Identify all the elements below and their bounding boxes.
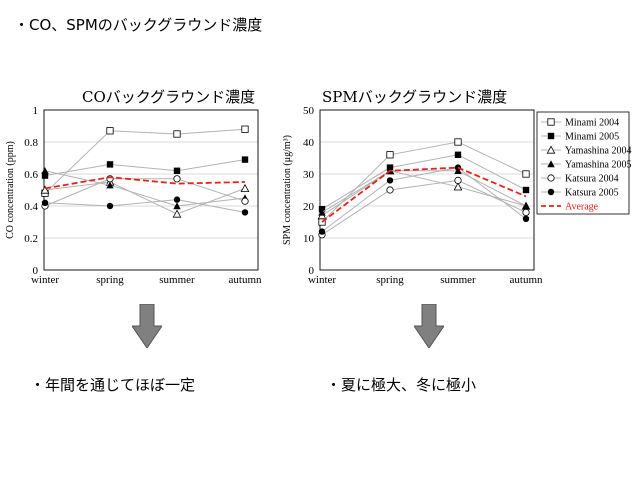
x-tick-label: summer	[159, 274, 195, 286]
y-tick-label: 40	[303, 137, 315, 149]
data-point	[241, 197, 249, 205]
data-point	[241, 156, 249, 163]
data-point	[106, 127, 114, 135]
x-tick-label: winter	[308, 274, 336, 286]
legend-marker	[547, 188, 555, 196]
data-point	[173, 175, 181, 183]
legend: Minami 2004 Minami 2005 Yamashina 2004 Yama…	[536, 111, 631, 215]
data-point	[173, 202, 181, 210]
data-point	[386, 177, 394, 184]
co-conclusion-text: ・年間を通じてほぼ一定	[30, 376, 196, 394]
data-point	[240, 183, 250, 193]
legend-label: Katsura 2004	[565, 174, 619, 185]
series-line	[44, 170, 246, 207]
down-arrow-icon-right	[414, 304, 444, 348]
down-arrow-icon-left	[132, 304, 162, 348]
data-point	[241, 125, 249, 133]
series-line	[44, 159, 246, 177]
series-line	[321, 179, 527, 236]
data-point	[386, 186, 394, 194]
chart-1: 0 10 20 30 40 50 winter spring summer autumn SPM c…	[282, 105, 631, 286]
data-point	[454, 138, 462, 146]
x-tick-label: spring	[96, 274, 124, 286]
x-tick-label: autumn	[229, 274, 262, 286]
co-chart-title: COバックグラウンド濃度	[82, 88, 256, 106]
legend-label: Yamashina 2005	[565, 160, 631, 171]
y-tick-label: 0.6	[24, 169, 38, 181]
series-line	[321, 141, 527, 223]
plot-frame	[43, 109, 259, 271]
series-line	[44, 181, 246, 215]
x-tick-label: autumn	[510, 274, 543, 286]
x-tick-label: winter	[31, 274, 59, 286]
data-point	[522, 208, 530, 216]
x-tick-label: spring	[376, 274, 404, 286]
series-line	[44, 178, 246, 207]
legend-marker	[547, 174, 555, 182]
series-line	[321, 167, 527, 232]
series-line	[321, 154, 527, 210]
y-tick-label: 0	[309, 265, 315, 277]
legend-marker	[546, 145, 556, 154]
chart-0: 0 0.2 0.4 0.6 0.8 1 winter spring summer autumn CO…	[5, 105, 262, 286]
data-point	[40, 185, 50, 194]
data-point	[241, 209, 249, 216]
data-point	[453, 182, 463, 191]
data-point	[173, 130, 181, 138]
legend-label: Minami 2005	[565, 132, 619, 143]
data-point	[454, 151, 462, 158]
data-point	[41, 167, 49, 174]
y-tick-label: 30	[303, 169, 315, 181]
legend-label: Yamashina 2004	[565, 146, 631, 157]
y-tick-label: 50	[303, 105, 315, 117]
legend-label: Average	[565, 202, 599, 213]
series-line	[321, 170, 527, 213]
y-tick-label: 10	[303, 233, 315, 245]
data-point	[454, 176, 462, 184]
spm-conclusion-text: ・夏に極大、冬に極小	[326, 376, 477, 394]
y-axis-label: CO concentration (ppm)	[5, 141, 16, 239]
series-line	[44, 199, 246, 213]
data-point	[386, 151, 394, 159]
series-line-average	[44, 176, 246, 190]
data-point	[173, 196, 181, 203]
spm-chart-title: SPMバックグラウンド濃度	[322, 88, 508, 106]
y-axis-label: SPM concentration (μg/m³)	[282, 135, 293, 245]
data-point	[106, 181, 114, 189]
data-point	[173, 167, 181, 174]
x-tick-label: summer	[440, 274, 476, 286]
plot-frame	[319, 109, 535, 271]
legend-label: Katsura 2005	[565, 188, 619, 199]
legend-label: Minami 2004	[565, 118, 619, 129]
slide-title: ・CO、SPMのバックグラウンド濃度	[14, 16, 263, 34]
data-point	[522, 215, 530, 222]
data-point	[172, 209, 182, 218]
data-point	[522, 202, 530, 210]
series-line-average	[321, 166, 527, 223]
data-point	[318, 208, 326, 216]
y-tick-label: 0.8	[24, 137, 38, 149]
data-point	[106, 202, 114, 210]
legend-marker	[547, 118, 555, 126]
y-tick-label: 1	[33, 105, 39, 117]
data-point	[522, 186, 530, 194]
data-point	[41, 172, 49, 179]
legend-marker	[547, 160, 555, 168]
data-point	[41, 199, 49, 206]
series-line	[44, 128, 246, 194]
data-point	[318, 228, 326, 235]
y-tick-label: 0.2	[24, 233, 38, 245]
data-point	[522, 170, 530, 178]
y-tick-label: 20	[303, 201, 315, 213]
y-tick-label: 0	[33, 265, 39, 277]
y-tick-label: 0.4	[24, 201, 38, 213]
legend-marker	[547, 132, 555, 140]
data-point	[106, 161, 114, 168]
